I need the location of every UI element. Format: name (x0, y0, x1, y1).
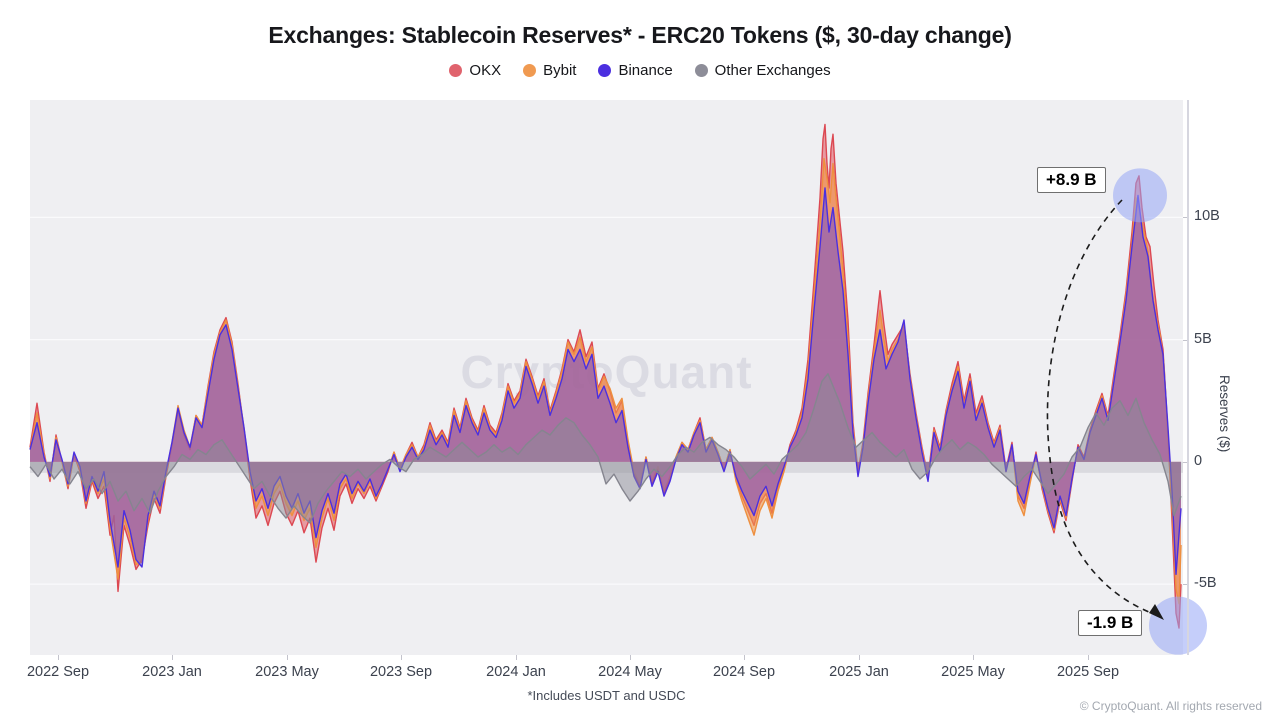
x-tick-mark (172, 655, 173, 660)
y-tick-mark (1183, 217, 1187, 219)
y-tick-mark (1183, 339, 1187, 341)
annotation-circle-1 (1149, 596, 1207, 655)
legend-label: OKX (469, 62, 502, 79)
legend-label: Other Exchanges (714, 62, 831, 79)
x-tick-label: 2025 May (941, 664, 1005, 680)
copyright-text: © CryptoQuant. All rights reserved (1079, 699, 1262, 713)
binance-legend-dot-icon (598, 64, 612, 77)
other-exchanges-legend-dot-icon (694, 64, 708, 77)
bybit-area (30, 158, 1181, 604)
legend-item-other-exchanges[interactable]: Other Exchanges (694, 62, 831, 79)
y-tick-mark (1183, 461, 1187, 463)
legend-label: Bybit (543, 62, 577, 79)
binance-line (29, 187, 1182, 575)
x-tick-mark (58, 655, 59, 660)
reserves-area-chart[interactable]: CryptoQuant (29, 100, 1207, 655)
x-tick-label: 2023 Jan (142, 664, 202, 680)
other-exchanges-line (29, 373, 1182, 524)
legend-item-okx[interactable]: OKX (449, 62, 501, 79)
arrowhead-icon (1149, 604, 1164, 620)
x-tick-mark (973, 655, 974, 660)
x-tick-mark (287, 655, 288, 660)
x-tick-mark (1088, 655, 1089, 660)
x-tick-label: 2023 May (255, 664, 319, 680)
annotation-circle-0 (1113, 168, 1167, 223)
x-tick-mark (401, 655, 402, 660)
legend-label: Binance (618, 62, 673, 79)
x-tick-mark (516, 655, 517, 660)
legend-item-binance[interactable]: Binance (598, 62, 673, 79)
y-tick-mark (1183, 584, 1187, 586)
okx-legend-dot-icon (449, 64, 463, 77)
y-tick-label: 0 (1194, 452, 1203, 469)
x-tick-label: 2024 Sep (712, 664, 776, 680)
x-tick-mark (859, 655, 860, 660)
y-tick-label: 5B (1194, 330, 1212, 347)
annotation-arrow-curve (1046, 199, 1155, 615)
x-tick-label: 2025 Jan (829, 664, 889, 680)
legend: OKX Bybit Binance Other Exchanges (0, 62, 1280, 79)
y-tick-label: 10B (1194, 208, 1220, 225)
bybit-legend-dot-icon (523, 64, 537, 77)
x-tick-label: 2024 Jan (486, 664, 546, 680)
annotation-peak-label: +8.9 B (1037, 167, 1106, 194)
page-title: Exchanges: Stablecoin Reserves* - ERC20 … (268, 22, 1012, 48)
right-axis-divider (1187, 100, 1189, 655)
other-exchanges-area (30, 373, 1181, 523)
okx-line (29, 123, 1182, 629)
x-tick-mark (744, 655, 745, 660)
y-axis-title: Reserves ($) (1217, 375, 1232, 453)
x-tick-label: 2022 Sep (26, 664, 90, 680)
x-tick-mark (630, 655, 631, 660)
annotation-latest-label: -1.9 B (1078, 609, 1143, 636)
chart-footnote: *Includes USDT and USDC (527, 688, 686, 703)
x-tick-label: 2025 Sep (1056, 664, 1120, 680)
x-tick-label: 2024 May (598, 664, 662, 680)
chart-plot-area[interactable]: CryptoQuant +8.9 B -1.9 B (29, 100, 1207, 655)
legend-item-bybit[interactable]: Bybit (523, 62, 576, 79)
y-tick-label: -5B (1194, 575, 1217, 592)
x-tick-label: 2023 Sep (369, 664, 433, 680)
